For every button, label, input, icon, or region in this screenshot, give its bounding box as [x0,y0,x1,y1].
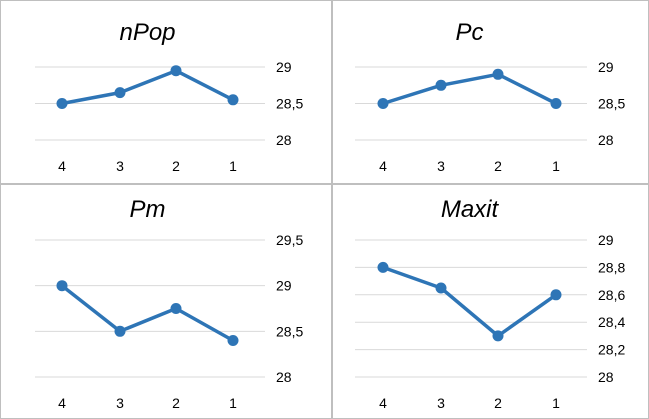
chart-panel-2: 29 28,5 28 Pc 4 3 2 1 [332,0,649,184]
chart-title: nPop [119,19,175,46]
data-point [114,325,126,337]
chart-panel-4: 29 28,8 28,6 28,4 28,2 28 Maxit 4 3 2 1 [332,184,649,419]
chart-title: Pm [130,196,166,223]
x-tick-label: 1 [552,158,560,174]
data-point [377,261,389,273]
x-tick-label: 1 [552,395,560,411]
y-tick-label: 28,5 [276,96,303,112]
y-tick-label: 28 [598,132,614,148]
chart-panel-3: 29,5 29 28,5 28 Pm 4 3 2 1 [0,184,332,419]
x-tick-label: 3 [437,158,445,174]
data-point [492,68,504,80]
x-tick-label: 4 [379,395,387,411]
x-tick-label: 2 [172,395,180,411]
y-tick-label: 28 [598,369,614,385]
y-tick-label: 28 [276,132,292,148]
y-tick-label: 29 [276,59,292,75]
data-point [170,303,182,314]
x-tick-label: 2 [494,158,502,174]
y-tick-label: 28,4 [598,314,625,330]
x-tick-label: 3 [437,395,445,411]
y-tick-label: 28,5 [276,323,303,339]
data-point [56,98,68,109]
chart-title: Pc [455,19,483,46]
x-tick-label: 2 [172,158,180,174]
x-tick-label: 1 [229,158,237,174]
data-point [170,65,182,77]
data-point [435,282,447,294]
y-tick-label: 28,2 [598,342,625,358]
chart-title: Maxit [441,196,500,223]
x-tick-label: 1 [229,395,237,411]
x-tick-label: 4 [58,158,66,174]
y-tick-label: 28,5 [598,96,625,112]
data-point [227,335,239,346]
y-tick-label: 28,8 [598,259,625,275]
y-tick-label: 28,6 [598,287,625,303]
data-point [56,280,68,292]
series-line [381,72,558,106]
panel-border [332,0,649,184]
series-line [381,265,558,338]
x-tick-label: 2 [494,395,502,411]
y-tick-label: 29 [598,232,614,248]
data-point [550,98,562,109]
x-tick-label: 3 [116,395,124,411]
x-tick-label: 4 [379,158,387,174]
y-tick-label: 29 [598,59,614,75]
y-tick-label: 29,5 [276,232,303,248]
y-tick-label: 29 [276,278,292,294]
series-line [60,68,235,106]
x-tick-label: 4 [58,395,66,411]
data-point [492,330,504,342]
series-line [60,283,235,343]
data-point [550,289,562,301]
y-tick-label: 28 [276,369,292,385]
x-tick-label: 3 [116,158,124,174]
data-point [377,98,389,109]
chart-panel-1: 29 28,5 28 nPop 4 3 2 1 [0,0,332,184]
data-point [114,87,126,99]
data-point [435,79,447,91]
panel-border [0,0,332,184]
data-point [227,94,239,106]
